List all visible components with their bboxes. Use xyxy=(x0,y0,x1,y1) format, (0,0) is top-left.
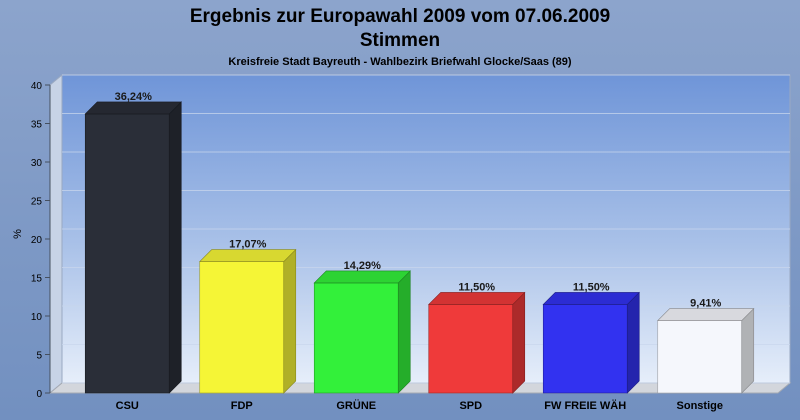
bar-4: 11,50% xyxy=(542,281,640,394)
bar-5: 9,41% xyxy=(657,298,755,394)
bar-top xyxy=(199,249,297,262)
data-label: 11,50% xyxy=(573,281,610,293)
y-tick-label: 0 xyxy=(36,389,42,400)
y-tick-label: 15 xyxy=(31,274,43,285)
y-tick-label: 40 xyxy=(31,81,43,92)
chart-title-line2: Stimmen xyxy=(360,30,440,51)
plot-left-wall xyxy=(49,73,63,395)
bar-top xyxy=(542,292,640,305)
y-tick-label: 35 xyxy=(31,120,43,131)
bar-front xyxy=(199,261,285,394)
y-tick-label: 20 xyxy=(31,235,43,246)
data-label: 11,50% xyxy=(458,281,495,293)
bar-side xyxy=(168,101,182,394)
bar-top xyxy=(428,292,526,305)
x-axis-labels: CSU FDP GRÜNE SPD FW FREIE WÄH Sonstige xyxy=(116,399,723,412)
bar-top xyxy=(84,101,182,115)
data-label: 9,41% xyxy=(690,298,721,310)
bar-side xyxy=(397,270,411,394)
data-label: 17,07% xyxy=(229,239,267,251)
bar-2: 14,29% xyxy=(313,260,411,394)
gridlines xyxy=(62,74,790,384)
bar-front xyxy=(542,304,628,394)
data-label: 36,24% xyxy=(115,91,153,103)
bar-front xyxy=(428,304,514,394)
y-tick-label: 5 xyxy=(36,351,42,362)
x-tick-label: FDP xyxy=(231,400,253,412)
x-tick-label: GRÜNE xyxy=(336,399,376,412)
bar-side xyxy=(626,291,640,394)
y-tick-label: 25 xyxy=(31,197,43,208)
y-axis-ticks: 0 5 10 15 20 25 30 35 40 xyxy=(31,81,50,400)
x-tick-label: FW FREIE WÄH xyxy=(544,399,626,412)
y-axis-label: % xyxy=(12,229,24,239)
chart-subtitle: Kreisfreie Stadt Bayreuth - Wahlbezirk B… xyxy=(228,56,571,68)
data-label: 14,29% xyxy=(344,260,382,272)
bar-side xyxy=(283,248,297,394)
bar-3: 11,50% xyxy=(428,281,526,394)
chart-title: Ergebnis zur Europawahl 2009 vom 07.06.2… xyxy=(190,6,610,27)
bar-1: 17,07% xyxy=(199,239,297,394)
bar-front xyxy=(313,282,399,394)
bar-front xyxy=(657,320,743,394)
y-tick-label: 30 xyxy=(31,158,43,169)
bar-0: 36,24% xyxy=(84,91,182,394)
bar-top xyxy=(313,270,411,284)
x-tick-label: CSU xyxy=(116,400,139,412)
x-tick-label: SPD xyxy=(459,400,482,412)
y-tick-label: 10 xyxy=(31,312,43,323)
bar-side xyxy=(512,291,526,394)
bars: 36,24% 17,07% 14,29% 11,50% 11,50% 9,41% xyxy=(84,91,755,394)
x-tick-label: Sonstige xyxy=(677,400,723,412)
bar-side xyxy=(741,307,755,394)
bar-top xyxy=(657,308,755,321)
bar-front xyxy=(84,113,170,394)
